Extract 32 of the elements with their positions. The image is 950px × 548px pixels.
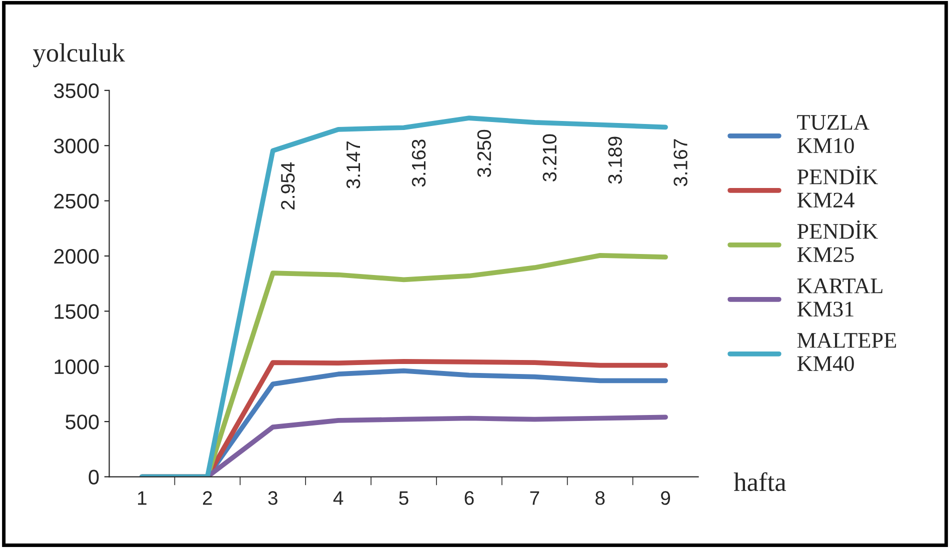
y-tick-label: 2000 [54,248,99,264]
y-tick-label: 1500 [54,304,99,319]
x-tick-label: 1 [138,491,146,505]
data-label: 3.147 [346,141,360,188]
line-series [140,116,668,477]
x-tick-label: 8 [596,491,605,505]
y-tick-label: 0 [88,470,99,485]
x-tick-label: 7 [530,491,540,505]
x-tick-label: 3 [268,491,278,505]
y-tick-label: 1000 [54,359,99,374]
legend-label: PENDİK KM24 [797,166,878,208]
legend-label: TUZLA KM10 [797,115,870,154]
y-tick-label: 500 [66,414,99,430]
data-label: 3.250 [477,130,492,178]
y-tick-label: 2500 [54,194,99,209]
y-axis-title: yolculuk [33,43,126,68]
x-tick-label: 5 [399,491,408,505]
data-label: 3.189 [608,136,622,184]
y-tick-label: 3500 [54,83,99,98]
x-tick-label: 4 [333,491,344,505]
x-tick-label: 9 [661,491,670,505]
x-tick-label: 2 [202,491,212,505]
legend-label: KARTAL KM31 [797,278,882,317]
x-axis-title: hafta [734,472,786,492]
y-tick-label: 3000 [54,138,99,154]
data-label: 3.163 [412,140,426,187]
legend-label: MALTEPE KM40 [797,333,896,372]
legend-label: PENDİK KM25 [797,220,878,262]
data-label: 2.954 [280,162,295,210]
data-label: 3.210 [542,134,557,182]
data-label: 3.167 [674,139,688,186]
x-tick-label: 6 [464,491,474,505]
